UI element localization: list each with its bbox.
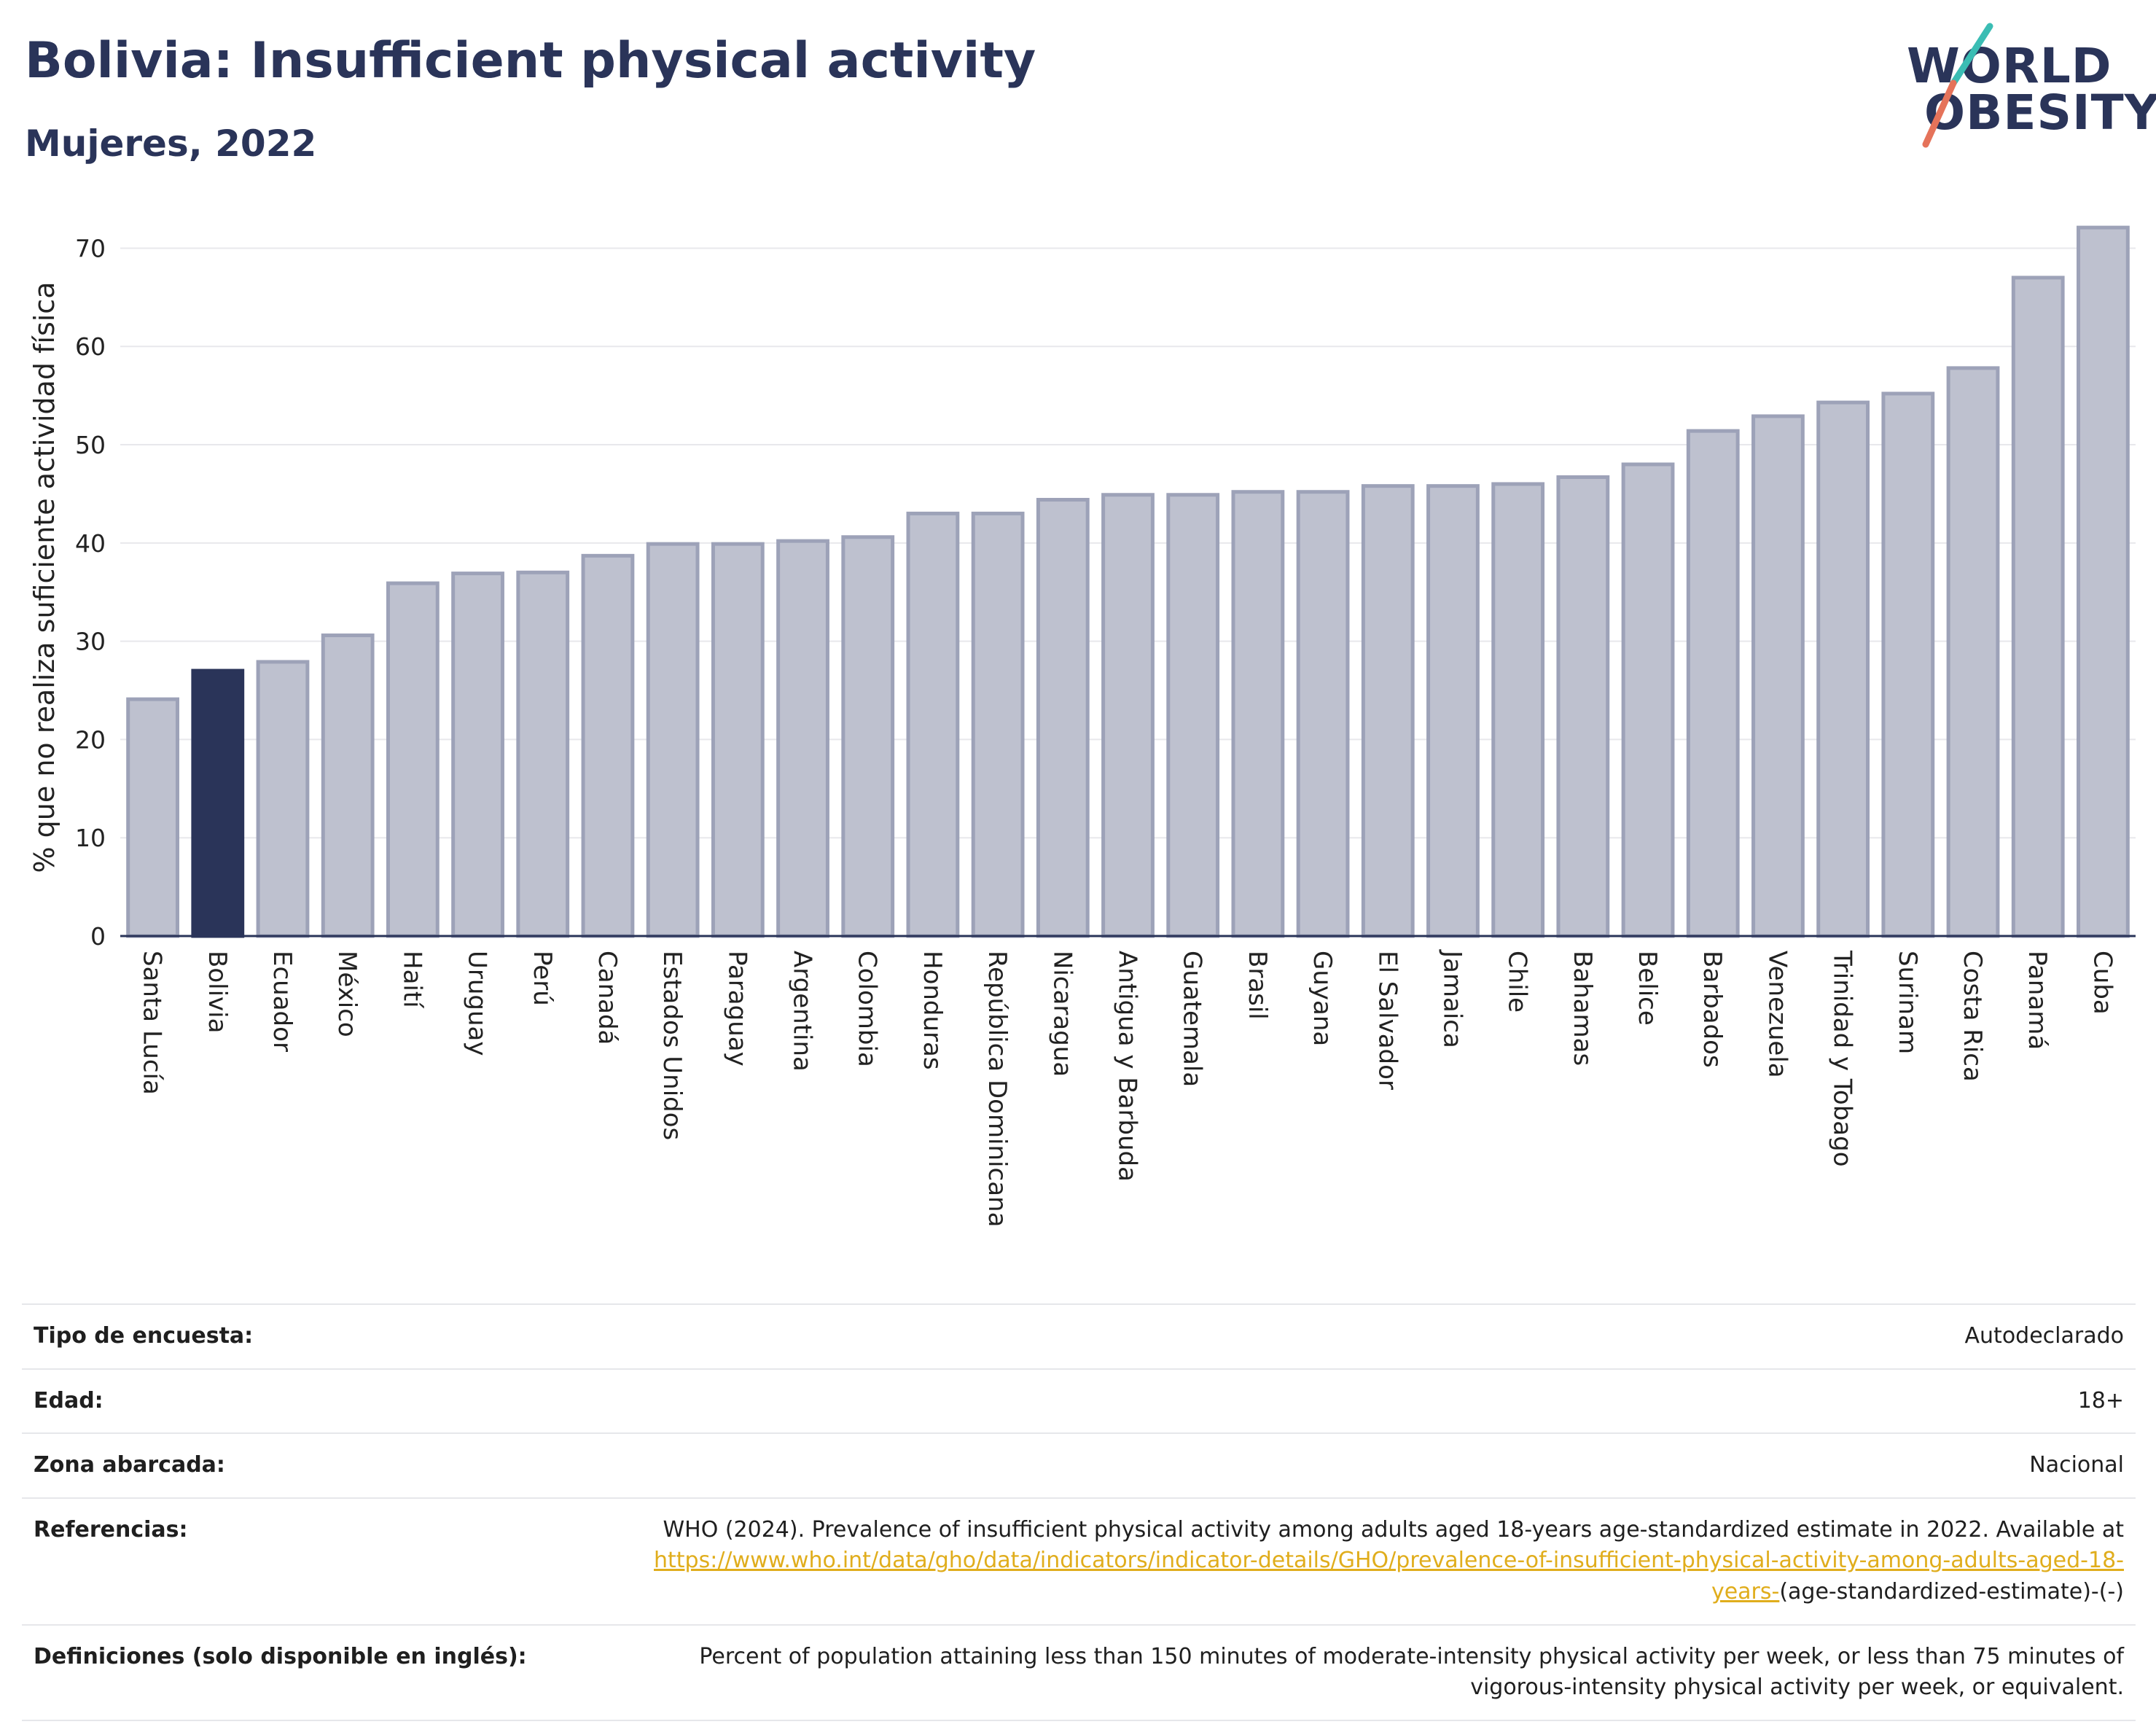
bar-paraguay xyxy=(711,542,765,938)
bar-panamá xyxy=(2011,276,2065,938)
references-suffix: (age-standardized-estimate)-(-) xyxy=(1779,1578,2124,1605)
bar-méxico xyxy=(321,633,375,938)
x-tick-label: Perú xyxy=(528,951,557,1006)
bar-bolivia xyxy=(191,668,245,938)
x-tick-label: Bolivia xyxy=(203,951,232,1033)
bar-uruguay xyxy=(451,572,504,938)
x-tick-label: Jamaica xyxy=(1437,949,1466,1048)
x-tick-label: Surinam xyxy=(1893,951,1922,1054)
bar-el-salvador xyxy=(1361,484,1415,938)
bar-jamaica xyxy=(1426,484,1480,938)
age-label: Edad: xyxy=(22,1368,614,1435)
age-value: 18+ xyxy=(614,1368,2136,1435)
area-label: Zona abarcada: xyxy=(22,1432,614,1499)
survey-type-value: Autodeclarado xyxy=(614,1303,2136,1370)
age-row: Edad: 18+ xyxy=(22,1368,2136,1435)
x-tick-label: Estados Unidos xyxy=(657,951,687,1140)
y-tick-label: 70 xyxy=(75,234,106,262)
definitions-value: Percent of population attaining less tha… xyxy=(614,1623,2136,1721)
bar-costa-rica xyxy=(1946,366,2000,938)
x-tick-label: Panamá xyxy=(2023,951,2052,1050)
x-tick-label: Belice xyxy=(1633,951,1662,1026)
references-row: Referencias: WHO (2024). Prevalence of i… xyxy=(22,1497,2136,1626)
bar-venezuela xyxy=(1751,414,1805,938)
bar-argentina xyxy=(776,539,829,938)
definitions-row: Definiciones (solo disponible en inglés)… xyxy=(22,1623,2136,1721)
bar-surinam xyxy=(1881,391,1935,938)
y-tick-label: 0 xyxy=(90,922,106,951)
world-obesity-logo: WORLD OBESITY xyxy=(1895,22,2156,153)
bar-perú xyxy=(516,570,570,938)
bar-ecuador xyxy=(256,660,310,938)
x-tick-label: República Dominicana xyxy=(983,951,1012,1227)
bar-canadá xyxy=(581,553,635,938)
logo-slash-icon xyxy=(1922,23,1993,148)
x-tick-label: Brasil xyxy=(1243,951,1272,1020)
x-tick-label: Canadá xyxy=(593,951,622,1045)
y-tick-label: 50 xyxy=(75,431,106,459)
metadata-table: Tipo de encuesta: Autodeclarado Edad: 18… xyxy=(22,1303,2136,1721)
references-link[interactable]: https://www.who.int/data/gho/data/indica… xyxy=(654,1548,2124,1605)
bar-honduras xyxy=(906,511,960,938)
definitions-label: Definiciones (solo disponible en inglés)… xyxy=(22,1623,614,1721)
y-tick-label: 20 xyxy=(75,725,106,754)
area-value: Nacional xyxy=(614,1432,2136,1499)
bar-colombia xyxy=(841,535,895,938)
x-tick-label: Guatemala xyxy=(1178,951,1207,1087)
bar-guatemala xyxy=(1166,493,1220,938)
bar-belice xyxy=(1621,462,1675,938)
x-tick-label: Trinidad y Tobago xyxy=(1828,950,1857,1167)
bar-nicaragua xyxy=(1036,498,1090,938)
references-label: Referencias: xyxy=(22,1497,614,1626)
y-axis-label: % que no realiza suficiente actividad fí… xyxy=(28,282,60,873)
page-title: Bolivia: Insufficient physical activity xyxy=(25,32,1036,90)
y-tick-label: 40 xyxy=(75,529,106,558)
x-tick-label: México xyxy=(332,951,362,1037)
x-tick-label: Bahamas xyxy=(1568,951,1597,1066)
bar-trinidad-y-tobago xyxy=(1816,400,1870,938)
y-tick-label: 30 xyxy=(75,628,106,656)
x-tick-label: Paraguay xyxy=(722,951,751,1067)
bar-chile xyxy=(1491,482,1545,938)
x-tick-label: Honduras xyxy=(918,951,947,1070)
bar-cuba xyxy=(2077,225,2130,938)
bar-santa-lucía xyxy=(126,697,179,938)
x-tick-label: Guyana xyxy=(1308,951,1337,1046)
x-tick-label: El Salvador xyxy=(1372,951,1402,1090)
bar-estados-unidos xyxy=(646,542,700,938)
bar-bahamas xyxy=(1556,475,1610,938)
y-tick-label: 10 xyxy=(75,824,106,852)
bar-brasil xyxy=(1231,490,1285,938)
bar-guyana xyxy=(1296,490,1350,938)
x-tick-label: Antigua y Barbuda xyxy=(1113,951,1142,1182)
x-tick-label: Haití xyxy=(397,951,426,1009)
x-tick-label: Costa Rica xyxy=(1958,951,1987,1082)
logo-line1: WORLD xyxy=(1907,38,2112,94)
survey-type-label: Tipo de encuesta: xyxy=(22,1303,614,1370)
x-tick-label: Colombia xyxy=(853,951,882,1067)
x-tick-label: Venezuela xyxy=(1762,951,1792,1078)
y-tick-label: 60 xyxy=(75,332,106,361)
x-tick-label: Nicaragua xyxy=(1047,951,1077,1077)
survey-type-row: Tipo de encuesta: Autodeclarado xyxy=(22,1303,2136,1370)
bar-antigua-y-barbuda xyxy=(1101,493,1155,938)
area-row: Zona abarcada: Nacional xyxy=(22,1432,2136,1499)
references-text: WHO (2024). Prevalence of insufficient p… xyxy=(663,1516,2124,1543)
x-tick-label: Santa Lucía xyxy=(138,951,167,1095)
bar-haití xyxy=(386,581,440,938)
x-tick-label: Ecuador xyxy=(267,951,297,1052)
bar-república-dominicana xyxy=(971,511,1025,938)
logo-line2: OBESITY xyxy=(1924,85,2156,141)
x-tick-label: Chile xyxy=(1503,951,1532,1013)
x-tick-label: Cuba xyxy=(2087,951,2117,1015)
bar-barbados xyxy=(1686,429,1740,938)
x-tick-label: Argentina xyxy=(788,951,817,1072)
references-value: WHO (2024). Prevalence of insufficient p… xyxy=(614,1497,2136,1626)
page-subtitle: Mujeres, 2022 xyxy=(25,122,317,165)
bar-chart: 0 10 20 30 40 50 60 70 % que no realiza suficien… xyxy=(28,225,2136,1227)
x-tick-label: Barbados xyxy=(1698,951,1727,1068)
x-tick-label: Uruguay xyxy=(463,951,492,1056)
